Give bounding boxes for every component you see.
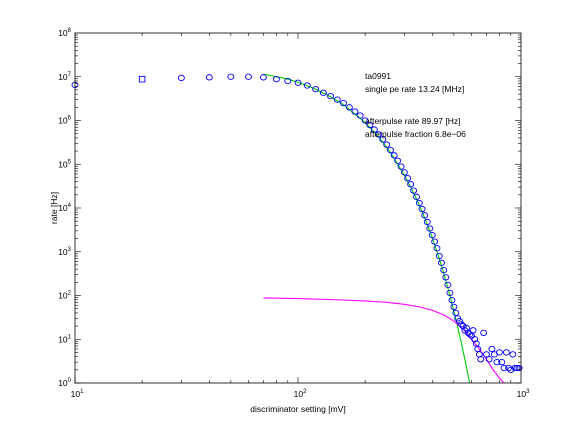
data-point: [488, 345, 496, 353]
data-point: [440, 266, 448, 274]
data-point: [345, 104, 353, 111]
annotation-afterpulse-fraction: afterpulse fraction 6.8e−06: [365, 129, 466, 139]
data-point: [177, 74, 185, 82]
data-point: [327, 93, 335, 100]
y-tick-label: 103: [58, 247, 71, 257]
data-point: [379, 136, 387, 143]
data-point: [366, 121, 374, 129]
data-point: [340, 99, 347, 107]
data-point: [418, 205, 426, 213]
data-point: [457, 321, 465, 328]
data-point: [477, 356, 485, 363]
data-point: [312, 86, 320, 93]
data-point: [245, 73, 252, 80]
data-point: [495, 349, 503, 356]
data-point: [456, 317, 463, 325]
data-point: [407, 181, 415, 188]
y-tick-label: 108: [58, 28, 71, 38]
data-point: [433, 245, 441, 252]
data-point: [500, 364, 508, 372]
data-point: [383, 141, 391, 148]
data-point: [485, 356, 493, 363]
data-point: [502, 349, 510, 356]
ticks: [74, 33, 521, 384]
data-point: [394, 157, 402, 164]
data-point: [333, 96, 341, 103]
data-point: [294, 79, 302, 86]
data-point: [446, 289, 454, 296]
data-point: [480, 329, 488, 337]
data-point: [303, 82, 311, 89]
data-point: [387, 147, 394, 154]
annotation-block: ta0991 single pe rate 13.24 [MHz] afterp…: [365, 71, 466, 139]
data-point: [397, 163, 405, 170]
data-point: [438, 259, 445, 266]
data-point: [469, 327, 477, 334]
x-tick-label: 102: [294, 389, 307, 399]
data-point: [426, 225, 434, 232]
data-point: [375, 131, 383, 138]
data-point: [415, 199, 423, 207]
y-tick-label: 104: [58, 203, 71, 213]
data-point: [356, 112, 364, 119]
data-point: [227, 73, 235, 80]
data-point: [410, 187, 418, 194]
data-point: [272, 76, 280, 83]
data-point: [390, 152, 398, 159]
annotation-afterpulse-rate: afterpulse rate 89.97 [Hz]: [365, 116, 460, 126]
data-point: [471, 336, 479, 343]
data-point: [400, 169, 408, 176]
data-point: [509, 351, 517, 358]
data-point: [413, 193, 420, 200]
y-axis-label: rate [Hz]: [49, 192, 59, 224]
data-point: [444, 281, 452, 289]
y-tick-label: 101: [58, 334, 71, 344]
data-point: [421, 212, 429, 219]
data-point: [319, 89, 327, 96]
data-point: [284, 77, 292, 85]
y-tick-label: 102: [58, 291, 71, 301]
data-point: [260, 74, 267, 81]
data-point: [428, 231, 436, 239]
x-tick-label: 101: [71, 389, 84, 399]
data-point: [361, 117, 369, 124]
y-tick-label: 105: [58, 159, 71, 169]
data-point: [448, 297, 456, 304]
data-point: [423, 218, 431, 226]
annotation-single-pe-rate: single pe rate 13.24 [MHz]: [365, 84, 464, 94]
data-point: [507, 366, 515, 373]
data-point: [515, 364, 523, 372]
data-point-square: [138, 75, 146, 83]
data-markers: [71, 73, 523, 373]
x-tick-label: 103: [517, 389, 530, 399]
data-point: [435, 252, 443, 260]
y-tick-label: 106: [58, 116, 71, 126]
data-point: [351, 108, 359, 115]
data-point: [404, 175, 412, 182]
y-tick-label: 107: [58, 72, 71, 82]
data-point: [450, 303, 458, 311]
data-point: [493, 358, 501, 366]
data-point: [498, 358, 506, 366]
fit-curve-2: [263, 297, 505, 383]
data-point: [370, 126, 378, 133]
annotation-device-id: ta0991: [365, 71, 391, 81]
data-point: [459, 322, 467, 330]
data-point: [205, 74, 213, 81]
y-tick-label: 100: [58, 378, 71, 388]
x-axis-label: discriminator setting [mV]: [250, 404, 345, 414]
data-point: [442, 274, 450, 281]
data-point: [431, 238, 439, 245]
